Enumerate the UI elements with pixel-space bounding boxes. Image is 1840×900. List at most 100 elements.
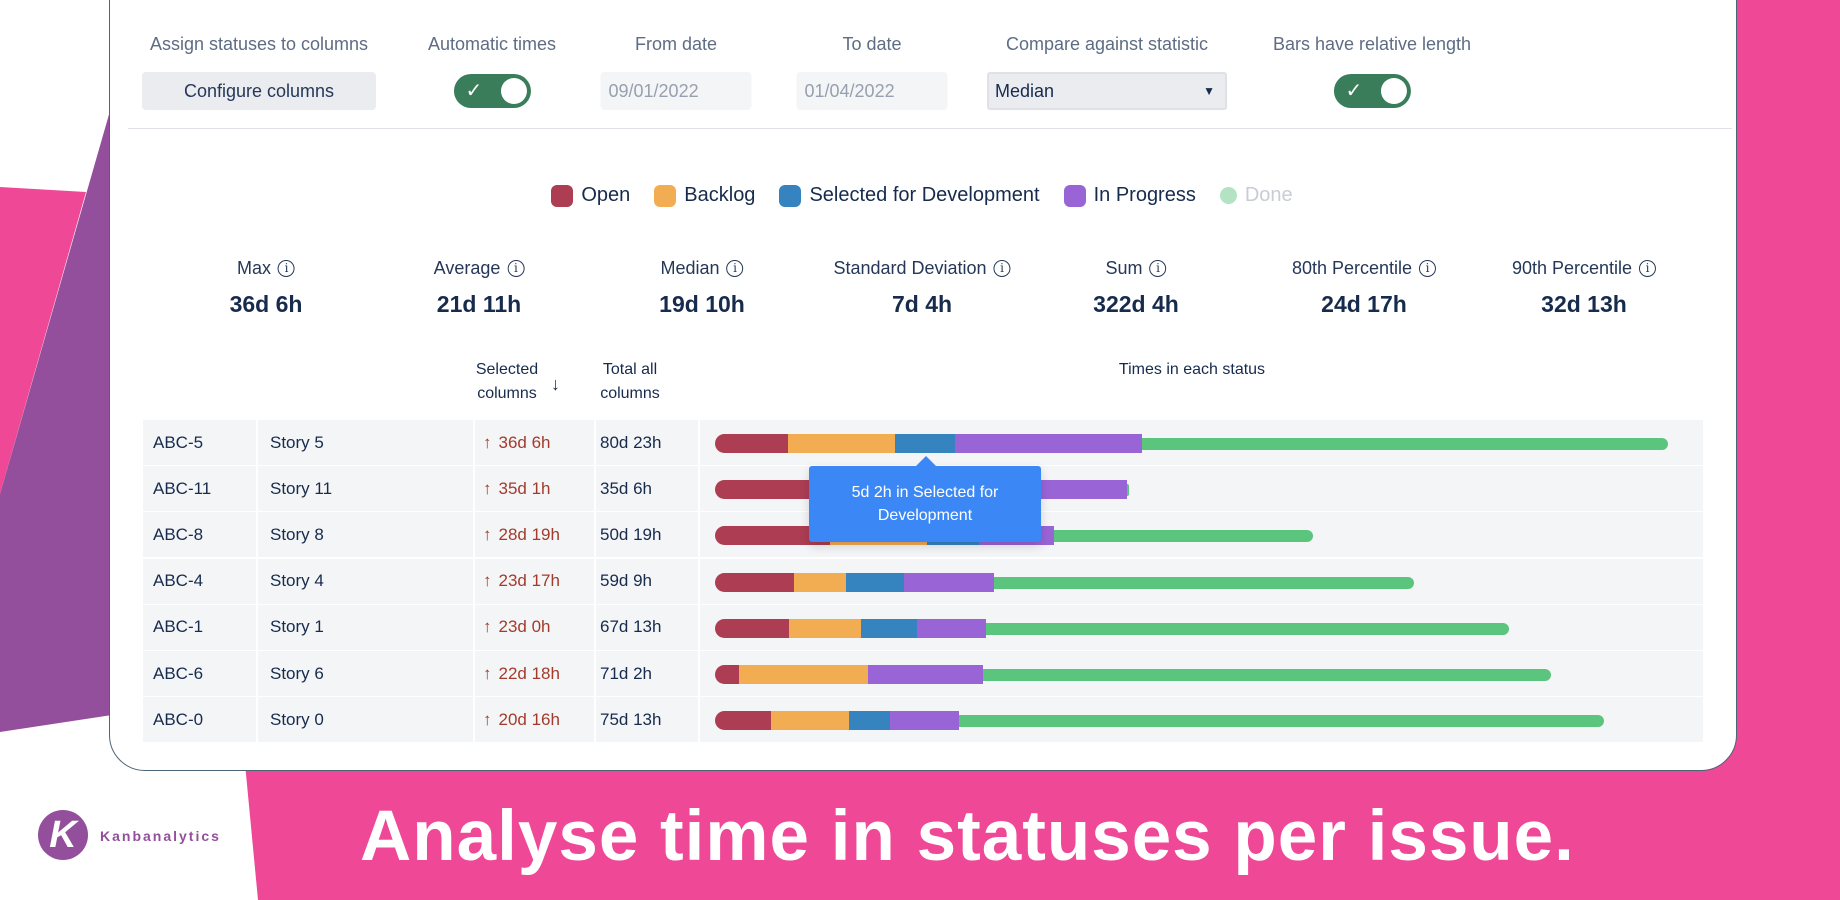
total-time: 71d 2h (596, 651, 700, 696)
stat-label: Median (660, 258, 720, 278)
bar-segment-backlog[interactable] (787, 434, 896, 453)
issue-summary[interactable]: Story 8 (258, 512, 475, 558)
bar-segment-open[interactable] (715, 434, 788, 453)
bar-segment-open[interactable] (715, 711, 772, 731)
bar-segment-done[interactable] (985, 622, 1510, 635)
issue-summary[interactable]: Story 0 (258, 697, 475, 743)
issue-summary[interactable]: Story 6 (258, 651, 475, 696)
stat-value: 24d 17h (1321, 291, 1407, 317)
bar-segment-backlog[interactable] (789, 618, 861, 638)
selected-columns-time: 36d 6h (498, 432, 551, 452)
issue-summary[interactable]: Story 4 (258, 558, 475, 604)
legend-label: In Progress (1093, 184, 1196, 206)
bar-segment-done[interactable] (982, 669, 1552, 681)
bar-segment-selected[interactable] (860, 618, 918, 638)
bar-segment-open[interactable] (715, 572, 794, 592)
bar-segment-in-progress[interactable] (955, 434, 1143, 453)
from-date-input[interactable]: 09/01/2022 (600, 72, 752, 110)
table-row[interactable]: ABC-4 Story 4 ↑ 23d 17h 59d 9h (143, 558, 1703, 604)
from-date-label: From date (634, 34, 718, 54)
issue-key[interactable]: ABC-4 (143, 558, 258, 604)
total-time: 80d 23h (596, 420, 700, 465)
stat-sum: Sum i 322d 4h (1093, 258, 1179, 318)
bar-segment-done[interactable] (1142, 438, 1669, 450)
legend-swatch (779, 184, 802, 207)
selected-columns-header[interactable]: Selected columns ↓ (462, 358, 560, 406)
issue-summary[interactable]: Story 1 (258, 604, 475, 650)
automatic-times-toggle[interactable]: ✓ (453, 74, 531, 108)
compare-statistic-control: Compare against statistic Median ▼ (987, 34, 1227, 110)
issue-summary[interactable]: Story 5 (258, 420, 475, 465)
table-row[interactable]: ABC-0 Story 0 ↑ 20d 16h 75d 13h (143, 697, 1703, 743)
bar-segment-done[interactable] (993, 576, 1415, 589)
bar-segment-backlog[interactable] (771, 711, 850, 731)
legend-label: Open (581, 184, 631, 206)
info-icon[interactable]: i (1639, 260, 1657, 277)
to-date-input[interactable]: 01/04/2022 (796, 72, 948, 110)
total-time: 59d 9h (596, 558, 700, 604)
toggle-knob (500, 78, 527, 104)
issue-key[interactable]: ABC-6 (143, 651, 258, 696)
sort-down-icon: ↓ (551, 374, 560, 394)
legend-item[interactable]: Selected for Development (779, 184, 1040, 207)
bar-segment-done[interactable] (1053, 530, 1313, 543)
legend-item[interactable]: In Progress (1063, 184, 1196, 207)
legend-item[interactable]: Done (1219, 184, 1293, 207)
compare-statistic-select[interactable]: Median ▼ (987, 72, 1227, 110)
info-icon[interactable]: i (993, 260, 1011, 277)
toggle-knob (1380, 78, 1407, 104)
bar-segment-in-progress[interactable] (890, 711, 959, 731)
issue-key[interactable]: ABC-8 (143, 512, 258, 558)
table-row[interactable]: ABC-1 Story 1 ↑ 23d 0h 67d 13h (143, 604, 1703, 650)
info-icon[interactable]: i (726, 260, 744, 277)
configure-columns-button[interactable]: Configure columns (142, 72, 376, 110)
bar-segment-open[interactable] (715, 618, 790, 638)
headline: Analyse time in statuses per issue. (360, 797, 1575, 876)
bar-segment-open[interactable] (715, 665, 739, 684)
legend-item[interactable]: Backlog (654, 184, 755, 207)
stat-value: 36d 6h (229, 291, 303, 317)
bar-segment-selected[interactable] (845, 572, 905, 592)
stat-median: Median i 19d 10h (659, 258, 745, 318)
info-icon[interactable]: i (1149, 260, 1167, 277)
bar-segment-done[interactable] (1126, 484, 1130, 497)
stat-value: 322d 4h (1093, 291, 1179, 317)
bar-segment-in-progress[interactable] (868, 665, 983, 684)
selected-columns-time: 22d 18h (498, 663, 560, 683)
info-icon[interactable]: i (278, 260, 295, 277)
brand-name: Kanbanalytics (100, 828, 221, 844)
info-icon[interactable]: i (1419, 260, 1437, 277)
bar-segment-selected[interactable] (849, 711, 891, 731)
stat-label: Average (433, 258, 501, 278)
legend-swatch (1219, 187, 1237, 204)
stat-value: 32d 13h (1541, 291, 1627, 317)
bar-segment-in-progress[interactable] (904, 572, 994, 592)
legend-item[interactable]: Open (551, 184, 630, 207)
issue-key[interactable]: ABC-11 (143, 466, 258, 512)
assign-statuses-control: Assign statuses to columns Configure col… (142, 34, 376, 110)
stat-80th-percentile: 80th Percentile i 24d 17h (1292, 258, 1437, 318)
issue-summary[interactable]: Story 11 (258, 466, 475, 512)
bar-segment-open[interactable] (715, 480, 821, 500)
arrow-up-icon: ↑ (483, 663, 492, 683)
table-row[interactable]: ABC-6 Story 6 ↑ 22d 18h 71d 2h (143, 651, 1703, 696)
bar-segment-done[interactable] (958, 715, 1604, 728)
total-time: 75d 13h (596, 697, 700, 743)
arrow-up-icon: ↑ (483, 571, 492, 591)
check-icon: ✓ (1345, 80, 1363, 102)
to-date-control: To date 01/04/2022 (796, 34, 948, 110)
bar-segment-backlog[interactable] (738, 665, 868, 684)
bar-segment-selected[interactable] (895, 434, 956, 453)
bar-segment-in-progress[interactable] (917, 618, 986, 638)
issue-key[interactable]: ABC-5 (143, 420, 258, 465)
assign-statuses-label: Assign statuses to columns (149, 34, 369, 54)
issue-key[interactable]: ABC-0 (143, 697, 258, 743)
relative-length-toggle[interactable]: ✓ (1333, 74, 1411, 108)
arrow-up-icon: ↑ (483, 478, 492, 498)
info-icon[interactable]: i (507, 260, 525, 277)
issue-key[interactable]: ABC-1 (143, 604, 258, 650)
bar-segment-open[interactable] (715, 526, 831, 546)
header-text: Total all (602, 361, 658, 378)
arrow-up-icon: ↑ (483, 709, 492, 729)
bar-segment-backlog[interactable] (793, 572, 846, 592)
